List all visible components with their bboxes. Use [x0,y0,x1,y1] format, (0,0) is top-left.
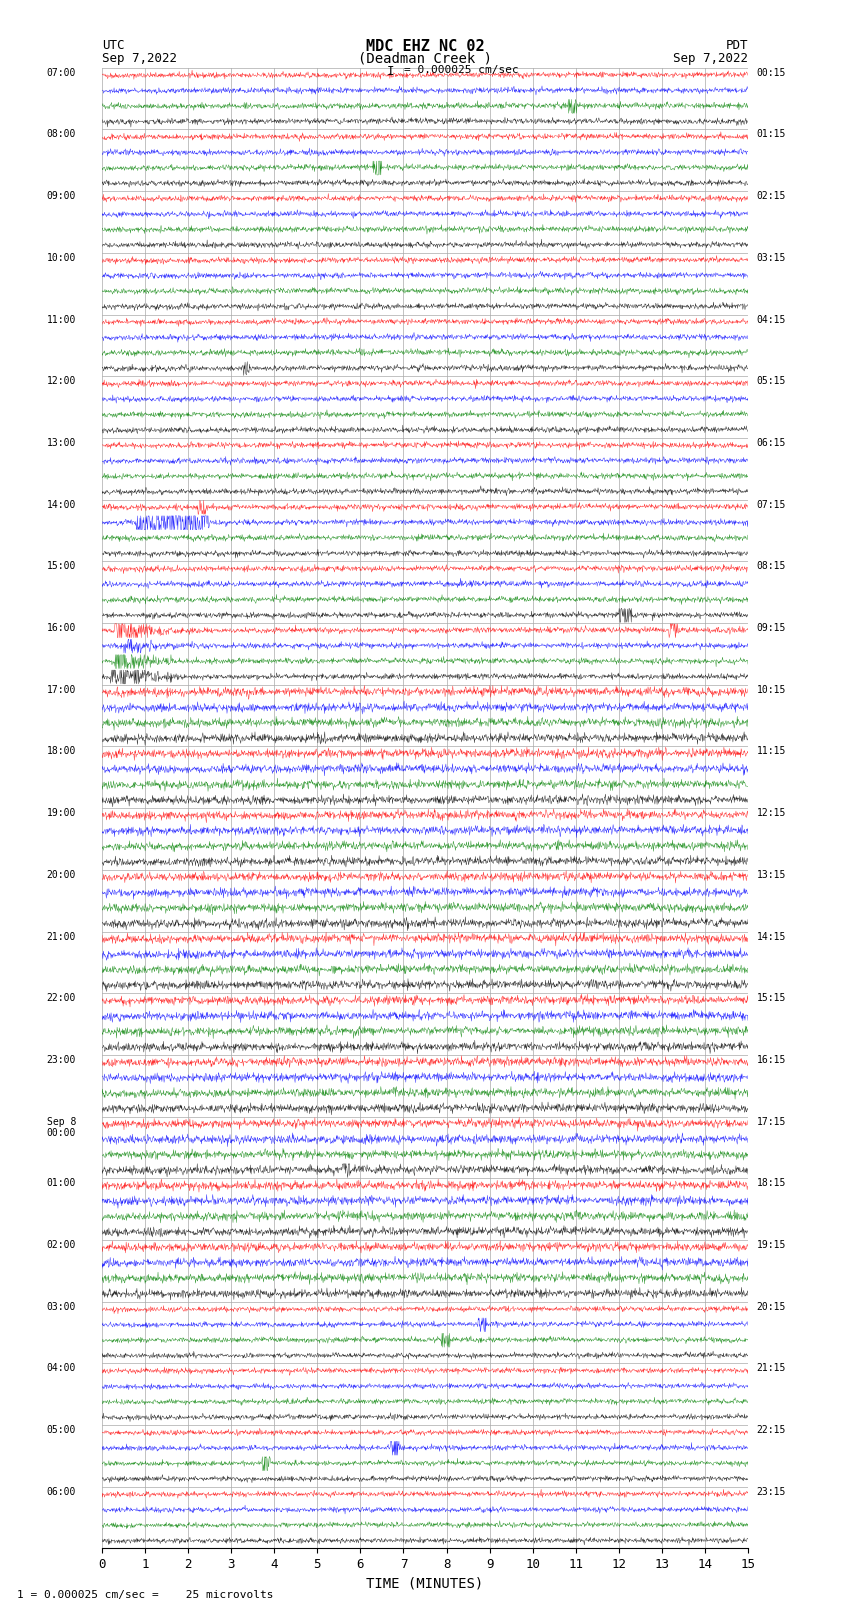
Text: 19:00: 19:00 [47,808,76,818]
Text: 12:15: 12:15 [756,808,786,818]
Text: 07:15: 07:15 [756,500,786,510]
Text: 08:15: 08:15 [756,561,786,571]
Text: 00:15: 00:15 [756,68,786,77]
Text: 21:00: 21:00 [47,931,76,942]
Text: PDT: PDT [726,39,748,52]
Text: 21:15: 21:15 [756,1363,786,1373]
Text: 02:00: 02:00 [47,1240,76,1250]
Text: 07:00: 07:00 [47,68,76,77]
Text: 03:15: 03:15 [756,253,786,263]
Text: 06:00: 06:00 [47,1487,76,1497]
X-axis label: TIME (MINUTES): TIME (MINUTES) [366,1578,484,1590]
Text: 15:15: 15:15 [756,994,786,1003]
Text: 09:00: 09:00 [47,192,76,202]
Text: 17:00: 17:00 [47,684,76,695]
Text: 06:15: 06:15 [756,439,786,448]
Text: 10:00: 10:00 [47,253,76,263]
Text: 16:00: 16:00 [47,623,76,632]
Text: 01:15: 01:15 [756,129,786,139]
Text: 18:00: 18:00 [47,747,76,756]
Text: 11:15: 11:15 [756,747,786,756]
Text: 08:00: 08:00 [47,129,76,139]
Text: 16:15: 16:15 [756,1055,786,1065]
Text: 23:00: 23:00 [47,1055,76,1065]
Text: 12:00: 12:00 [47,376,76,386]
Text: 14:00: 14:00 [47,500,76,510]
Text: 20:00: 20:00 [47,869,76,879]
Text: 01:00: 01:00 [47,1177,76,1189]
Text: 13:15: 13:15 [756,869,786,879]
Text: 23:15: 23:15 [756,1487,786,1497]
Text: 22:15: 22:15 [756,1426,786,1436]
Text: 15:00: 15:00 [47,561,76,571]
Text: 13:00: 13:00 [47,439,76,448]
Text: 1 = 0.000025 cm/sec =    25 microvolts: 1 = 0.000025 cm/sec = 25 microvolts [17,1590,274,1600]
Text: Sep 7,2022: Sep 7,2022 [102,52,177,65]
Text: Sep 7,2022: Sep 7,2022 [673,52,748,65]
Text: 02:15: 02:15 [756,192,786,202]
Text: = 0.000025 cm/sec: = 0.000025 cm/sec [404,65,518,74]
Text: 09:15: 09:15 [756,623,786,632]
Text: 03:00: 03:00 [47,1302,76,1311]
Text: (Deadman Creek ): (Deadman Creek ) [358,52,492,66]
Text: 20:15: 20:15 [756,1302,786,1311]
Text: 19:15: 19:15 [756,1240,786,1250]
Text: 18:15: 18:15 [756,1177,786,1189]
Text: Sep 8
00:00: Sep 8 00:00 [47,1116,76,1139]
Text: 05:15: 05:15 [756,376,786,386]
Text: 17:15: 17:15 [756,1116,786,1126]
Text: MDC EHZ NC 02: MDC EHZ NC 02 [366,39,484,53]
Text: I: I [388,65,394,77]
Text: 22:00: 22:00 [47,994,76,1003]
Text: 05:00: 05:00 [47,1426,76,1436]
Text: 11:00: 11:00 [47,315,76,324]
Text: 04:15: 04:15 [756,315,786,324]
Text: 04:00: 04:00 [47,1363,76,1373]
Text: 10:15: 10:15 [756,684,786,695]
Text: 14:15: 14:15 [756,931,786,942]
Text: UTC: UTC [102,39,124,52]
